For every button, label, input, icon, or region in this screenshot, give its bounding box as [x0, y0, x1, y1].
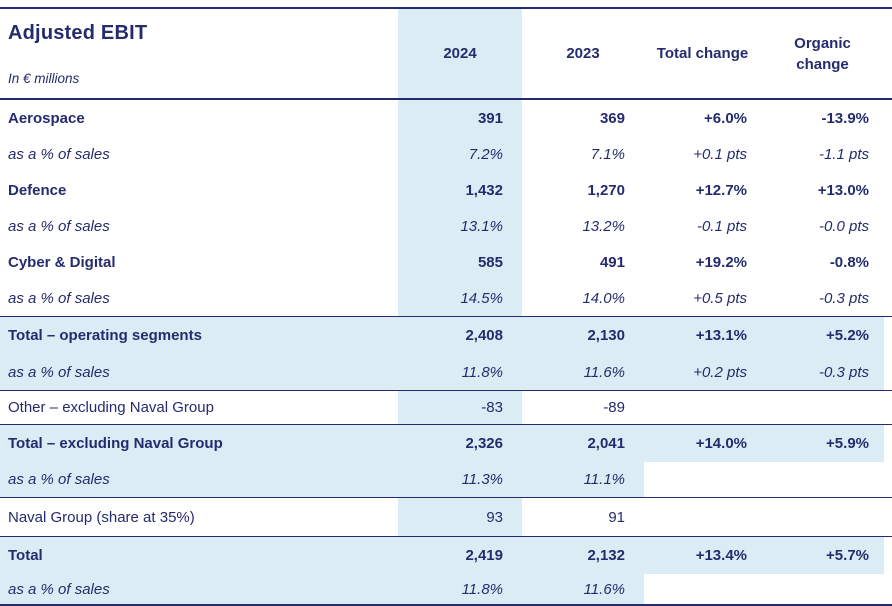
cell-total-change: -0.1 pts — [696, 217, 747, 235]
table-row: as a % of sales 11.8% 11.6% +0.2 pts -0.3 pt… — [0, 354, 892, 390]
header-bottom-border — [0, 98, 892, 100]
cell-total-change — [644, 391, 761, 424]
row-label: as a % of sales — [0, 462, 398, 497]
cell-organic-change: -13.9% — [821, 109, 869, 127]
column-header-2024: 2024 — [398, 9, 522, 98]
cell-2024: 13.1% — [398, 208, 522, 244]
row-label: as a % of sales — [0, 574, 398, 604]
cell-2023: 2,130 — [522, 317, 644, 354]
table-row: as a % of sales 13.1% 13.2% -0.1 pts -0.0 pt… — [0, 208, 892, 244]
cell-2023: 369 — [599, 109, 625, 127]
cell-2024: 2,326 — [398, 425, 522, 462]
units-note: In € millions — [8, 71, 80, 86]
row-label: as a % of sales — [8, 217, 110, 235]
cell-organic-change: -0.8% — [829, 253, 869, 271]
cell-2024: 14.5% — [398, 280, 522, 316]
cell-2024: 2,408 — [398, 317, 522, 354]
cell-total-change: +6.0% — [704, 109, 747, 127]
cell-organic-change: -1.1 pts — [818, 145, 869, 163]
cell-organic-change — [761, 498, 884, 536]
table-body: Aerospace 391 369 +6.0% -13.9% as a % of sale… — [0, 100, 892, 604]
cell-2023: 13.2% — [582, 217, 625, 235]
row-label: as a % of sales — [0, 354, 398, 390]
table-bottom-border — [0, 604, 892, 606]
table-top-border — [0, 7, 892, 9]
cell-2024: 391 — [398, 100, 522, 136]
cell-2024: 7.2% — [398, 136, 522, 172]
cell-2024: 11.8% — [398, 354, 522, 390]
table-row: Total 2,419 2,132 +13.4% +5.7% — [0, 536, 892, 574]
table-row: Defence 1,432 1,270 +12.7% +13.0% — [0, 172, 892, 208]
table-row: Cyber & Digital 585 491 +19.2% -0.8% — [0, 244, 892, 280]
cell-2023: 11.1% — [522, 462, 644, 497]
cell-total-change: +12.7% — [695, 181, 747, 199]
cell-total-change — [644, 498, 761, 536]
cell-2024: 93 — [398, 498, 522, 536]
cell-total-change: +0.1 pts — [693, 145, 747, 163]
cell-organic-change: -0.0 pts — [818, 217, 869, 235]
cell-total-change: +19.2% — [695, 253, 747, 271]
table-row: as a % of sales 11.8% 11.6% — [0, 574, 892, 604]
cell-2024: 585 — [398, 244, 522, 280]
table-header: Adjusted EBIT In € millions 2024 2023 To… — [0, 9, 892, 98]
page-title: Adjusted EBIT — [8, 22, 148, 44]
cell-total-change: +0.2 pts — [644, 354, 761, 390]
table-row: as a % of sales 11.3% 11.1% — [0, 462, 892, 497]
column-header-total-change: Total change — [656, 45, 749, 62]
table-row: Other – excluding Naval Group -83 -89 — [0, 390, 892, 424]
cell-2023: 1,270 — [587, 181, 625, 199]
cell-organic-change: +5.2% — [761, 317, 884, 354]
table-row: as a % of sales 14.5% 14.0% +0.5 pts -0.3 pt… — [0, 280, 892, 316]
cell-2023: 2,132 — [522, 537, 644, 574]
cell-2024: 1,432 — [398, 172, 522, 208]
cell-total-change — [644, 462, 761, 497]
cell-organic-change — [761, 391, 884, 424]
top-margin — [0, 0, 892, 7]
cell-2023: 2,041 — [522, 425, 644, 462]
cell-2023: 11.6% — [522, 574, 644, 604]
row-label: Cyber & Digital — [8, 253, 116, 271]
column-header-organic-change: Organic change — [761, 9, 884, 98]
cell-total-change: +13.4% — [644, 537, 761, 574]
cell-2023: 7.1% — [590, 145, 625, 163]
table-row: Naval Group (share at 35%) 93 91 — [0, 497, 892, 536]
row-label: Aerospace — [8, 109, 85, 127]
cell-organic-change: +5.9% — [761, 425, 884, 462]
cell-2023: -89 — [603, 399, 625, 416]
row-label: Defence — [8, 181, 67, 199]
cell-2024: 2,419 — [398, 537, 522, 574]
cell-total-change: +0.5 pts — [693, 289, 747, 307]
cell-organic-change: +5.7% — [761, 537, 884, 574]
column-header-2023: 2023 — [566, 45, 600, 62]
cell-total-change — [644, 574, 761, 604]
row-label: Other – excluding Naval Group — [8, 399, 214, 416]
table-row: Aerospace 391 369 +6.0% -13.9% — [0, 100, 892, 136]
cell-2023: 91 — [608, 508, 625, 526]
cell-2023: 14.0% — [582, 289, 625, 307]
cell-2024: 11.3% — [398, 462, 522, 497]
table-row: Total – excluding Naval Group 2,326 2,041 +… — [0, 424, 892, 462]
row-label: as a % of sales — [8, 289, 110, 307]
cell-organic-change: -0.3 pts — [761, 354, 884, 390]
cell-2023: 491 — [599, 253, 625, 271]
cell-organic-change: +13.0% — [817, 181, 869, 199]
title-block: Adjusted EBIT In € millions — [0, 9, 398, 98]
cell-2024: -83 — [398, 391, 522, 424]
cell-2024: 11.8% — [398, 574, 522, 604]
row-label: Total — [0, 537, 398, 574]
cell-2023: 11.6% — [522, 354, 644, 390]
row-label: Total – excluding Naval Group — [0, 425, 398, 462]
cell-total-change: +13.1% — [644, 317, 761, 354]
table-row: as a % of sales 7.2% 7.1% +0.1 pts -1.1 pts — [0, 136, 892, 172]
row-label: Naval Group (share at 35%) — [8, 508, 195, 526]
cell-organic-change — [761, 574, 884, 604]
organic-change-label: Organic change — [794, 34, 851, 73]
row-label: Total – operating segments — [0, 317, 398, 354]
row-label: as a % of sales — [8, 145, 110, 163]
table-row: Total – operating segments 2,408 2,130 +13.… — [0, 316, 892, 354]
cell-total-change: +14.0% — [644, 425, 761, 462]
cell-organic-change: -0.3 pts — [818, 289, 869, 307]
cell-organic-change — [761, 462, 884, 497]
